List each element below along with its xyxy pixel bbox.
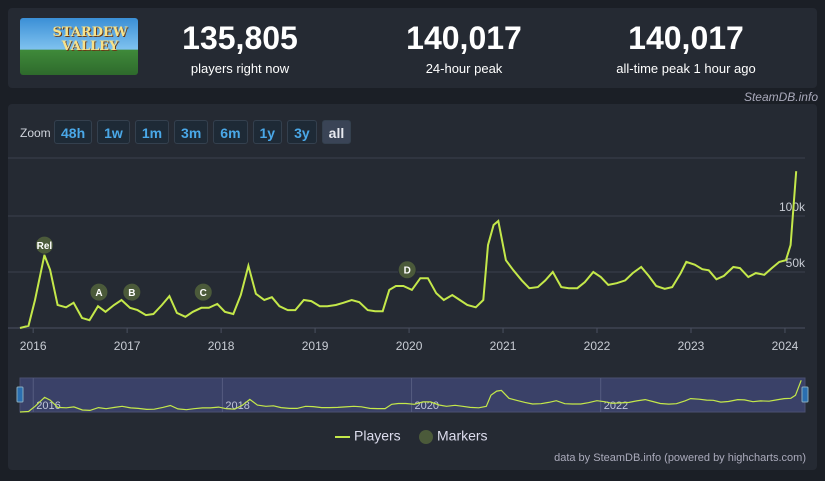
zoom-button[interactable]: 1m xyxy=(134,120,170,144)
navigator-handle xyxy=(801,386,809,403)
stat-value: 135,805 xyxy=(182,20,298,56)
zoom-button[interactable]: 3y xyxy=(287,120,317,144)
navigator-label: 2016 xyxy=(36,400,60,412)
x-tick-label: 2017 xyxy=(114,339,141,353)
stat: 140,017 all-time peak 1 hour ago xyxy=(586,20,786,76)
stats-panel: STARDEW VALLEY 135,805 players right now 1… xyxy=(8,8,817,88)
zoom-button[interactable]: 48h xyxy=(54,120,93,144)
stat-value: 140,017 xyxy=(406,20,522,56)
stat-label: 24-hour peak xyxy=(425,61,503,76)
zoom-label: Zoom xyxy=(20,126,51,140)
game-logo: STARDEW VALLEY xyxy=(20,18,138,75)
x-tick-label: 2020 xyxy=(396,339,423,353)
source-link[interactable]: SteamDB.info xyxy=(743,90,818,104)
zoom-button[interactable]: all xyxy=(321,120,352,144)
x-tick-label: 2016 xyxy=(20,339,47,353)
zoom-button[interactable]: 1w xyxy=(97,120,130,144)
marker-label: Rel xyxy=(37,241,53,252)
marker-label: D xyxy=(404,265,411,276)
marker xyxy=(193,282,213,302)
zoom-button[interactable]: 1y xyxy=(252,120,283,144)
navigator-line xyxy=(19,380,802,413)
x-tick-label: 2018 xyxy=(208,339,235,353)
legend-label: Markers xyxy=(437,428,488,444)
x-tick-label: 2021 xyxy=(490,339,517,353)
stat-label: players right now xyxy=(190,61,290,76)
zoom-button[interactable]: 3m xyxy=(174,120,209,144)
marker-label: B xyxy=(128,288,135,299)
x-tick-label: 2023 xyxy=(678,339,705,353)
x-tick-label: 2024 xyxy=(772,339,799,353)
y-tick-label: 50k xyxy=(786,256,806,270)
stat: 140,017 24-hour peak xyxy=(364,20,564,76)
legend-symbol xyxy=(419,430,433,444)
stat-value: 140,017 xyxy=(628,20,744,56)
footer-credit: data by SteamDB.info (powered by highcha… xyxy=(554,452,806,464)
x-tick-label: 2022 xyxy=(584,339,611,353)
players-line xyxy=(19,171,798,329)
navigator-handle xyxy=(16,386,24,403)
marker xyxy=(397,260,417,280)
stat-label: all-time peak 1 hour ago xyxy=(616,61,756,76)
marker-label: C xyxy=(200,288,207,299)
legend-label: Players xyxy=(354,428,401,444)
x-tick-label: 2019 xyxy=(302,339,329,353)
navigator-bg xyxy=(19,377,806,413)
marker xyxy=(34,235,54,255)
marker xyxy=(89,282,109,302)
marker-label: A xyxy=(95,288,102,299)
zoom-button[interactable]: 6m xyxy=(213,120,248,144)
logo-text: STARDEW VALLEY xyxy=(52,25,128,54)
marker xyxy=(122,282,142,302)
stat: 135,805 players right now xyxy=(140,20,340,76)
